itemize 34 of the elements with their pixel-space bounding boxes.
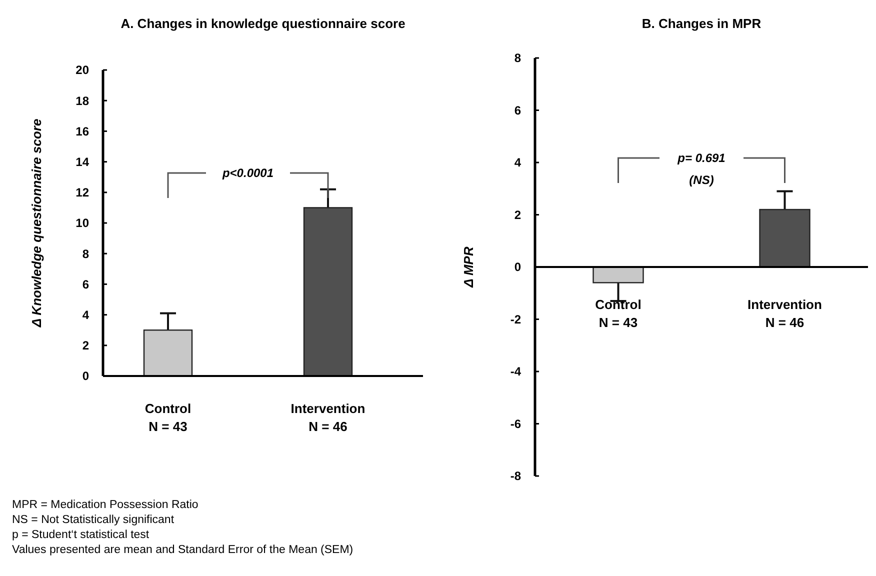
y-tick-label: 4 (82, 308, 90, 322)
text: NS = Not Statistically significant (12, 514, 175, 526)
y-tick-label: 4 (514, 156, 522, 170)
x-tick-label: Control N = 43 (595, 297, 642, 330)
y-tick-label: 12 (76, 186, 90, 200)
annotation: p= 0.691 (NS) (676, 151, 726, 188)
y-tick-label: 2 (514, 208, 522, 222)
y-tick-label: 10 (76, 216, 90, 230)
y-tick-label: 8 (514, 51, 522, 66)
y-tick-label: 20 (76, 63, 90, 78)
y-tick-label: 18 (76, 94, 90, 108)
text: Values presented are mean and Standard Error of the Mean (SEM) (12, 544, 354, 556)
y-tick-label: 6 (514, 103, 522, 118)
y-tick-label: 2 (82, 338, 90, 353)
y-tick-label: 16 (76, 124, 90, 138)
annotation: p<0.0001 (221, 166, 274, 180)
text: MPR = Medication Possession Ratio (12, 499, 198, 511)
x-tick-label: Intervention N = 46 (290, 401, 366, 434)
y-tick-label: 6 (82, 277, 90, 292)
y-tick-label: 14 (76, 155, 90, 169)
y-tick-label: -2 (510, 312, 522, 326)
x-tick-label: Intervention N = 46 (748, 297, 822, 330)
y-tick-label: 0 (514, 260, 522, 274)
chart-title: A. Changes in knowledge questionnaire score (120, 16, 406, 31)
y-tick-label: 8 (82, 246, 90, 261)
x-tick-label: Control N = 43 (144, 401, 192, 434)
y-tick-label: 0 (82, 369, 90, 384)
text: p = Student‘t statistical test (12, 529, 150, 541)
y-tick-label: -6 (510, 416, 522, 431)
y-tick-label: -8 (510, 469, 522, 484)
y-tick-label: -4 (510, 364, 522, 379)
y-axis-title: Δ Knowledge questionnaire score (29, 118, 44, 328)
chart-title: B. Changes in MPR (642, 16, 762, 31)
y-axis-title: Δ MPR (461, 246, 476, 288)
